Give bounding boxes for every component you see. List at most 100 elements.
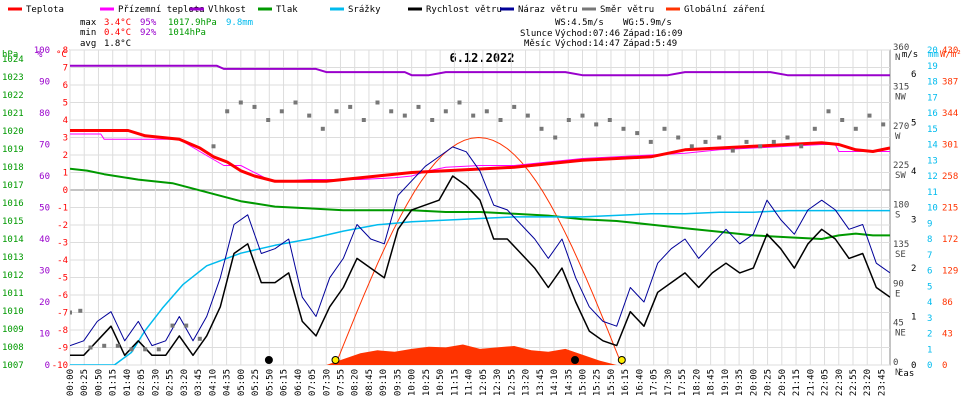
- axis-tick-hpa: 1007: [2, 361, 24, 371]
- x-tick-label: 03:20: [180, 369, 190, 396]
- x-tick-label: 11:15: [450, 369, 460, 396]
- legend-label: Vlhkost: [208, 5, 246, 15]
- x-tick-label: 12:55: [507, 369, 517, 396]
- x-tick-label: 15:00: [579, 369, 589, 396]
- legend-label: Srážky: [348, 5, 381, 15]
- axis-tick-hpa: 1012: [2, 271, 24, 281]
- wind-direction-point: [457, 100, 462, 105]
- x-tick-label: 08:20: [351, 369, 361, 396]
- axis-tick-hpa: 1017: [2, 181, 24, 191]
- wind-direction-point: [689, 144, 694, 149]
- wind-direction-point: [430, 118, 435, 122]
- info-wind-speed: WS:4.5m/s: [555, 18, 604, 28]
- stats-pressure: 1014hPa: [168, 28, 206, 38]
- axis-tick-hpa: 1015: [2, 217, 24, 227]
- axis-tick-temp: -5: [57, 274, 68, 284]
- x-tick-label: 19:10: [721, 369, 731, 396]
- axis-tick-direction-label: E: [895, 289, 900, 299]
- stats-humidity: 95%: [140, 18, 157, 28]
- wind-direction-point: [799, 144, 804, 149]
- axis-tick-direction: 180: [893, 201, 909, 211]
- x-tick-label: 09:35: [393, 369, 403, 396]
- x-tick-label: 13:45: [536, 369, 546, 396]
- wind-direction-point: [539, 126, 544, 131]
- axis-tick-hpa: 1013: [2, 253, 24, 263]
- x-tick-label: 23:20: [863, 369, 873, 396]
- axis-tick-direction: 270: [893, 122, 909, 132]
- axis-tick-mm: 3: [927, 314, 932, 324]
- legend-label: Přízemní teplota: [118, 5, 205, 15]
- axis-tick-hpa: 1011: [2, 289, 24, 299]
- axis-tick-hpa: 1016: [2, 199, 24, 209]
- x-tick-label: 22:30: [835, 369, 845, 396]
- wind-direction-point: [443, 109, 448, 114]
- grid: [69, 49, 891, 366]
- axis-tick-pct: 80: [39, 109, 50, 119]
- x-tick-label: 06:40: [294, 369, 304, 396]
- x-tick-label: 04:10: [208, 369, 218, 396]
- wind-direction-point: [88, 345, 93, 350]
- axis-tick-wm2: 301: [942, 141, 958, 151]
- axis-tick-ms: 6: [911, 70, 916, 80]
- axis-tick-direction: 360: [893, 43, 909, 53]
- x-tick-label: 19:35: [735, 369, 745, 396]
- wind-direction-point: [211, 144, 216, 149]
- series-rain: [70, 209, 890, 365]
- wind-direction-point: [730, 148, 735, 153]
- x-tick-label: 22:55: [849, 369, 859, 396]
- x-tick-label: 07:30: [322, 369, 332, 396]
- x-tick-label: 18:20: [692, 369, 702, 396]
- axis-tick-ms: 2: [911, 264, 916, 274]
- series-pressure: [70, 167, 890, 240]
- wind-direction-point: [307, 113, 312, 118]
- wind-direction-point: [703, 139, 708, 144]
- x-tick-label: 07:55: [337, 369, 347, 396]
- axis-tick-wm2: 129: [942, 267, 958, 277]
- axis-tick-temp: 3: [63, 134, 68, 144]
- series-humidity: [70, 64, 890, 77]
- x-tick-label: 01:15: [109, 369, 119, 396]
- marker-sun: [331, 356, 340, 364]
- axis-tick-temp: 4: [63, 116, 68, 126]
- wind-direction-point: [225, 109, 230, 114]
- wind-direction-point: [785, 135, 790, 140]
- axis-tick-mm: 2: [927, 330, 932, 340]
- wind-direction-point: [252, 104, 257, 109]
- wind-direction-point: [867, 113, 872, 118]
- wind-direction-point: [416, 104, 421, 109]
- series-temperature: [70, 129, 890, 183]
- marker-sun: [617, 356, 626, 364]
- x-tick-label: 05:50: [265, 369, 275, 396]
- axis-tick-mm: 4: [927, 298, 932, 308]
- wind-direction-point: [676, 135, 681, 140]
- wind-direction-point: [648, 139, 653, 144]
- wind-direction-point: [840, 118, 845, 122]
- legend-label: Náraz větru: [518, 5, 578, 15]
- x-tick-label: 01:40: [123, 369, 133, 396]
- axis-tick-direction: 225: [893, 161, 909, 171]
- axis-tick-direction: 135: [893, 240, 909, 250]
- axis-tick-direction: 45: [893, 319, 904, 329]
- x-tick-label: 17:55: [678, 369, 688, 396]
- stats-rain: 9.8mm: [226, 18, 253, 28]
- wind-direction-point: [498, 118, 503, 122]
- axis-tick-temp: 8: [63, 46, 68, 56]
- wind-direction-point: [621, 126, 626, 131]
- wind-direction-point: [566, 118, 571, 122]
- wind-direction-point: [812, 126, 817, 131]
- x-tick-label: 12:05: [479, 369, 489, 396]
- x-tick-label: 23:45: [878, 369, 888, 396]
- axis-tick-temp: -1: [57, 204, 68, 214]
- axis-tick-hpa: 1019: [2, 145, 24, 155]
- wind-direction-point: [197, 336, 202, 341]
- axis-tick-mm: 16: [927, 109, 938, 119]
- axis-tick-mm: 13: [927, 156, 938, 166]
- x-tick-label: 06:15: [280, 369, 290, 396]
- x-tick-label: 17:30: [664, 369, 674, 396]
- legend-label: Teplota: [26, 5, 64, 15]
- wind-direction-point: [361, 118, 366, 122]
- axis-tick-wm2: 258: [942, 172, 958, 182]
- x-tick-label: 08:45: [365, 369, 375, 396]
- axis-tick-temp: 2: [63, 151, 68, 161]
